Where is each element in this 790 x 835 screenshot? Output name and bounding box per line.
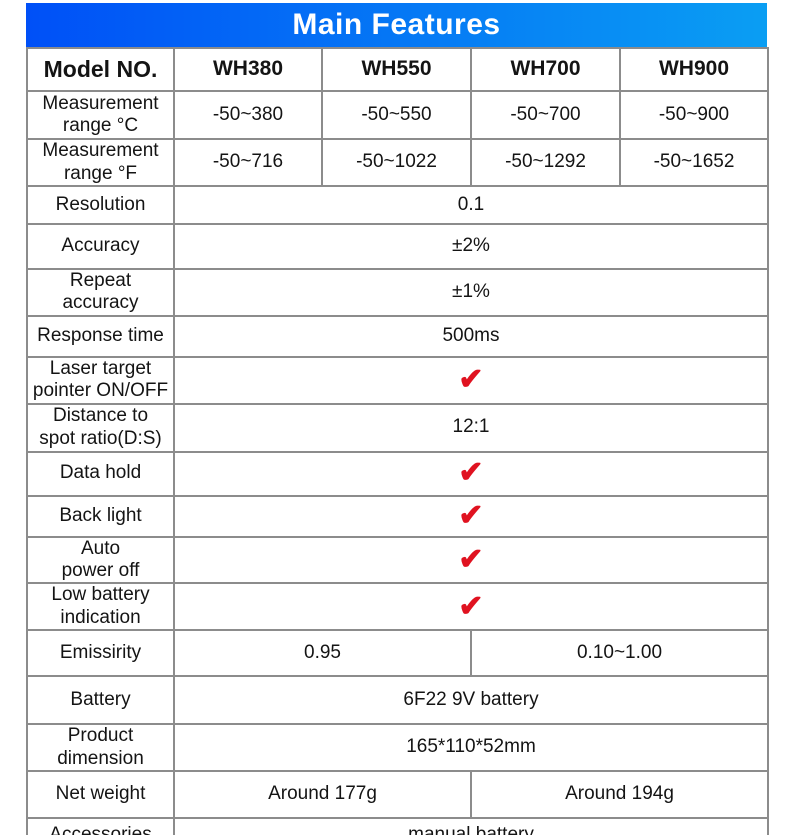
banner: Main Features bbox=[26, 3, 767, 47]
header-row: Model NO. WH380 WH550 WH700 WH900 bbox=[26, 47, 769, 92]
row-value: -50~380 bbox=[173, 90, 323, 140]
table-row: Resolution 0.1 bbox=[26, 185, 769, 225]
model-no-header: Model NO. bbox=[26, 47, 175, 92]
row-label: Response time bbox=[26, 314, 175, 358]
row-label: Laser target pointer ON/OFF bbox=[26, 355, 175, 405]
table-row: Laser target pointer ON/OFF ✔ bbox=[26, 355, 769, 405]
row-label: Resolution bbox=[26, 185, 175, 225]
table-row: Auto power off ✔ bbox=[26, 535, 769, 585]
row-label: Emissirity bbox=[26, 629, 175, 678]
check-icon: ✔ bbox=[458, 542, 484, 576]
row-value: 500ms bbox=[173, 314, 769, 358]
spec-card: Main Features Model NO. WH380 WH550 WH70… bbox=[26, 3, 769, 835]
model-column-header: WH900 bbox=[619, 47, 769, 92]
row-value: 0.1 bbox=[173, 185, 769, 225]
check-icon: ✔ bbox=[458, 363, 484, 397]
table-row: Response time 500ms bbox=[26, 314, 769, 358]
row-label: Data hold bbox=[26, 450, 175, 497]
check-icon: ✔ bbox=[458, 498, 484, 532]
table-row: Battery 6F22 9V battery bbox=[26, 675, 769, 726]
row-value: 12:1 bbox=[173, 402, 769, 453]
row-value: 0.95 bbox=[173, 629, 472, 678]
row-label: Measurement range °F bbox=[26, 138, 175, 187]
table-row: Data hold ✔ bbox=[26, 450, 769, 497]
banner-title: Main Features bbox=[292, 8, 501, 41]
row-value: 165*110*52mm bbox=[173, 723, 769, 773]
table-row: Accessories manual,battery bbox=[26, 817, 769, 835]
row-value: ✔ bbox=[173, 355, 769, 405]
table-row: Emissirity 0.95 0.10~1.00 bbox=[26, 629, 769, 678]
row-value: -50~550 bbox=[321, 90, 472, 140]
row-label: Measurement range °C bbox=[26, 90, 175, 140]
row-value: ±1% bbox=[173, 268, 769, 317]
row-label: Auto power off bbox=[26, 535, 175, 585]
table-row: Low battery indication ✔ bbox=[26, 582, 769, 632]
row-value: -50~900 bbox=[619, 90, 769, 140]
table-row: Repeat accuracy ±1% bbox=[26, 268, 769, 317]
table-row: Net weight Around 177g Around 194g bbox=[26, 770, 769, 820]
model-column-header: WH380 bbox=[173, 47, 323, 92]
row-value: ✔ bbox=[173, 494, 769, 538]
table-row: Back light ✔ bbox=[26, 494, 769, 538]
row-label: Accuracy bbox=[26, 223, 175, 270]
row-value: ✔ bbox=[173, 535, 769, 585]
row-value: ±2% bbox=[173, 223, 769, 270]
row-label: Repeat accuracy bbox=[26, 268, 175, 317]
row-value: ✔ bbox=[173, 450, 769, 497]
model-column-header: WH550 bbox=[321, 47, 472, 92]
row-label: Product dimension bbox=[26, 723, 175, 773]
model-column-header: WH700 bbox=[470, 47, 621, 92]
row-value: -50~700 bbox=[470, 90, 621, 140]
row-value: -50~1022 bbox=[321, 138, 472, 187]
row-label: Accessories bbox=[26, 817, 175, 835]
table-row: Accuracy ±2% bbox=[26, 223, 769, 270]
row-value: -50~1652 bbox=[619, 138, 769, 187]
row-value: Around 177g bbox=[173, 770, 472, 820]
row-label: Low battery indication bbox=[26, 582, 175, 632]
row-value: -50~1292 bbox=[470, 138, 621, 187]
row-value: -50~716 bbox=[173, 138, 323, 187]
row-label: Back light bbox=[26, 494, 175, 538]
table-row: Product dimension 165*110*52mm bbox=[26, 723, 769, 773]
row-label: Net weight bbox=[26, 770, 175, 820]
row-value: 6F22 9V battery bbox=[173, 675, 769, 726]
row-value: ✔ bbox=[173, 582, 769, 632]
check-icon: ✔ bbox=[458, 589, 484, 623]
row-value: 0.10~1.00 bbox=[470, 629, 769, 678]
check-icon: ✔ bbox=[458, 456, 484, 490]
table-row: Measurement range °C -50~380 -50~550 -50… bbox=[26, 90, 769, 140]
table-row: Measurement range °F -50~716 -50~1022 -5… bbox=[26, 138, 769, 187]
row-value: manual,battery bbox=[173, 817, 769, 835]
row-label: Battery bbox=[26, 675, 175, 726]
row-value: Around 194g bbox=[470, 770, 769, 820]
row-label: Distance to spot ratio(D:S) bbox=[26, 402, 175, 453]
spec-table: Model NO. WH380 WH550 WH700 WH900 Measur… bbox=[26, 47, 769, 835]
table-row: Distance to spot ratio(D:S) 12:1 bbox=[26, 402, 769, 453]
